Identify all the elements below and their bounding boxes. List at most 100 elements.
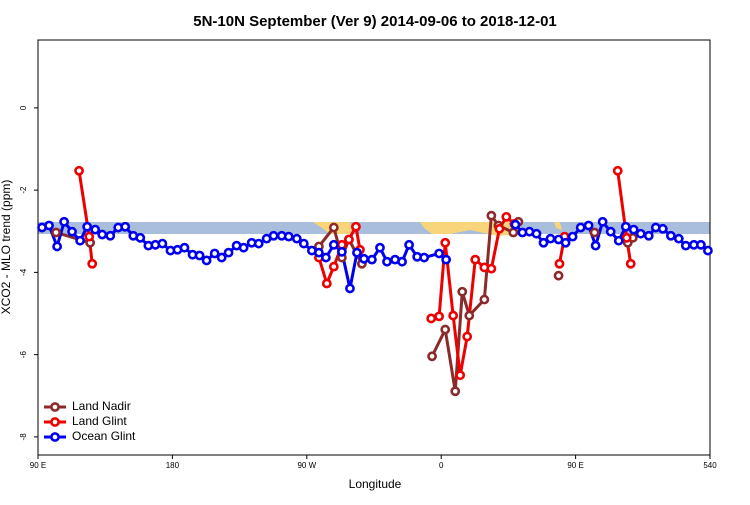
data-point [209,248,220,259]
data-point [510,219,521,230]
data-point [620,221,631,232]
data-point [657,223,668,234]
data-point [59,216,70,227]
data-point [120,221,131,232]
data-point [567,231,578,242]
data-point [486,210,497,221]
data-point [359,253,369,264]
x-axis-label: Longitude [349,477,402,491]
data-point [352,247,362,258]
data-point [268,230,279,241]
y-axis-label: XCO2 - MLO trend (ppm) [0,180,13,315]
series-line [430,211,520,392]
data-point [375,242,385,253]
data-point [625,258,636,269]
data-point [457,286,468,297]
data-point [238,242,249,253]
data-point [51,227,61,238]
data-point [703,245,713,256]
data-point [628,224,639,235]
data-point [448,310,459,321]
data-point [464,310,475,321]
data-point [201,255,212,266]
data-point [74,165,84,176]
legend-marker [50,417,60,427]
data-point [328,261,339,272]
data-point [470,254,481,265]
data-point [605,226,616,237]
data-point [479,294,490,305]
data-point [97,229,108,240]
data-point [455,370,466,381]
data-point [590,240,601,251]
data-point [560,237,571,248]
data-point [404,239,414,250]
data-point [336,246,347,257]
chart-title: 5N-10N September (Ver 9) 2014-09-06 to 2… [193,13,557,30]
y-tick-label: -8 [19,433,28,441]
land-shape [554,222,562,230]
data-point [440,324,451,335]
data-point [589,227,600,238]
data-point [673,233,684,244]
legend-label: Land Nadir [72,399,131,413]
data-point [157,238,168,249]
data-point [494,223,505,234]
y-tick-label: -2 [19,186,28,194]
data-point [90,224,101,235]
x-tick-label: 540 [703,461,717,470]
data-point [441,254,452,265]
data-point [597,216,608,227]
x-tick-label: 90 E [30,461,46,470]
data-point [680,240,691,251]
data-point [545,233,556,244]
data-point [434,248,445,259]
legend-label: Land Glint [72,414,127,428]
data-point [419,252,430,263]
data-point [351,221,361,232]
data-point [283,231,294,242]
data-point [501,211,512,222]
data-point [583,220,594,231]
data-point [223,247,234,258]
data-point [321,252,331,263]
data-point [84,231,95,242]
data-point [328,239,339,250]
data-point [253,238,264,249]
data-point [440,237,451,248]
data-point [194,250,205,261]
data-point [75,235,86,246]
x-tick-label: 180 [166,461,180,470]
legend-marker [50,402,60,412]
data-point [216,252,227,263]
data-point [665,230,676,241]
x-tick-label: 90 E [567,461,583,470]
legend-marker [50,432,60,442]
x-tick-label: 90 W [297,461,316,470]
data-point [575,222,586,233]
data-point [554,258,565,269]
data-point [367,254,377,265]
data-point [328,222,339,233]
data-point [298,238,309,249]
data-point [538,237,549,248]
data-point [434,311,445,322]
data-point [67,226,77,237]
data-point [44,220,54,231]
data-point [621,232,632,243]
data-point [635,228,646,239]
data-point [426,313,437,324]
data-point [397,256,407,267]
y-tick-label: -4 [19,268,28,276]
data-point [291,233,302,244]
data-point [382,256,392,267]
data-point [179,242,190,253]
data-point [52,241,63,252]
data-point [508,227,519,238]
data-point [82,221,93,232]
x-tick-label: 0 [439,461,444,470]
data-point [105,230,116,241]
